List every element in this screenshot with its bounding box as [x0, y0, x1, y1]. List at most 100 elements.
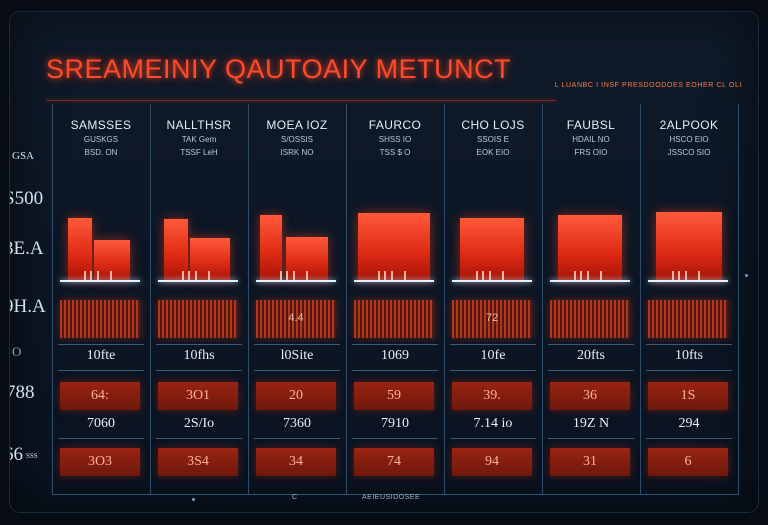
column-caption: EOK EIO: [476, 148, 510, 157]
plot-tick: [489, 271, 491, 280]
row-divider: [352, 344, 438, 345]
highlight-cell: 6: [648, 448, 728, 476]
highlight-cell: 1S: [648, 382, 728, 410]
highlight-cell: 20: [256, 382, 336, 410]
column-title: FAUBSL: [566, 118, 616, 132]
value-cell: 7060: [87, 416, 115, 431]
plot-bar: [358, 213, 430, 280]
plot-tick: [208, 271, 210, 280]
plot-tick: [306, 271, 308, 280]
highlight-cell: 36: [550, 382, 630, 410]
value-cell: 10fe: [480, 348, 506, 363]
row-divider: [254, 370, 340, 371]
row-divider: [58, 438, 144, 439]
row-divider: [450, 438, 536, 439]
plot-tick: [678, 271, 680, 280]
plot-tick: [195, 271, 197, 280]
plot-tick: [286, 271, 288, 280]
column-7: 2ALPOOK HSCO EIO JSSCO SIO 10fts 1S 294 6: [640, 104, 739, 494]
bar-plot: [256, 200, 336, 286]
column-6: FAUBSL HDAIL NO FRS OIO 20fts 36 19Z N 31: [542, 104, 641, 494]
plot-tick: [587, 271, 589, 280]
value-cell: 10fhs: [183, 348, 215, 363]
waveform-plot: [648, 300, 728, 338]
plot-tick: [90, 271, 92, 280]
column-caption: TSSF LeH: [180, 148, 218, 157]
row-divider: [450, 344, 536, 345]
row-divider: [450, 370, 536, 371]
bar-plot: [452, 200, 532, 286]
column-caption: TAK Gem: [181, 135, 217, 144]
plot-bar: [68, 218, 92, 280]
row-label-6: 66SSS: [10, 444, 38, 466]
highlight-cell: 31: [550, 448, 630, 476]
monitor-screen: SREAMEINIY QAUTOAIY METUNCT L LUANBC I I…: [10, 12, 758, 512]
highlight-cell: 74: [354, 448, 434, 476]
waveform-label: 4.4: [288, 312, 304, 324]
column-caption: JSSCO SIO: [667, 148, 711, 157]
bar-plot: [648, 200, 728, 286]
waveform-plot: [158, 300, 238, 338]
column-header: FAUBSL HDAIL NO FRS OIO: [542, 118, 640, 158]
plot-tick: [182, 271, 184, 280]
plot-bar: [164, 219, 188, 280]
page-subtitle: L LUANBC I INSF PRESDOODOES EOHER CL OLI: [554, 82, 742, 89]
highlight-cell: 94: [452, 448, 532, 476]
row-divider: [58, 370, 144, 371]
column-header: NALLTHSR TAK Gem TSSF LeH: [150, 118, 248, 158]
row-label-6-small: SSS: [26, 451, 38, 460]
row-divider: [156, 370, 242, 371]
column-title: CHO LOJS: [461, 118, 525, 132]
plot-baseline: [550, 280, 630, 282]
column-header: MOEA IOZ S/OSSIS ISRK NO: [248, 118, 346, 158]
plot-tick: [110, 271, 112, 280]
highlight-cell: 39.: [452, 382, 532, 410]
row-label-6-text: 66: [10, 444, 23, 465]
edge-indicator-dot: [745, 274, 748, 277]
row-divider: [548, 344, 634, 345]
plot-tick: [476, 271, 478, 280]
waveform-label: 72: [485, 312, 499, 324]
row-divider: [548, 370, 634, 371]
plot-tick: [482, 271, 484, 280]
row-divider: [352, 438, 438, 439]
plot-bar: [656, 212, 722, 280]
row-divider: [646, 344, 732, 345]
plot-tick: [188, 271, 190, 280]
column-title: FAURCO: [368, 118, 422, 132]
value-cell: 10fte: [86, 348, 116, 363]
column-caption: SHSS IO: [378, 135, 412, 144]
row-divider: [646, 438, 732, 439]
row-divider: [58, 344, 144, 345]
row-label-3: 9H.A: [10, 296, 46, 317]
plot-tick: [685, 271, 687, 280]
waveform-plot: 4.4: [256, 300, 336, 338]
plot-bar: [460, 218, 524, 280]
plot-bar: [94, 240, 130, 280]
column-title: MOEA IOZ: [266, 118, 328, 132]
plot-tick: [502, 271, 504, 280]
column-caption: GUSKGS: [83, 135, 119, 144]
row-divider: [646, 370, 732, 371]
plot-tick: [580, 271, 582, 280]
row-label-0: GSA: [12, 150, 35, 162]
bar-plot: [158, 200, 238, 286]
plot-baseline: [648, 280, 728, 282]
footer-label: AEIEUSIDOSEE: [362, 494, 421, 501]
column-title: 2ALPOOK: [659, 118, 719, 132]
value-cell: 2S/Io: [183, 416, 215, 431]
plot-baseline: [158, 280, 238, 282]
bar-plot: [550, 200, 630, 286]
row-divider: [352, 370, 438, 371]
waveform-plot: 72: [452, 300, 532, 338]
highlight-cell: 3O1: [158, 382, 238, 410]
highlight-cell: 59: [354, 382, 434, 410]
waveform-plot: [60, 300, 140, 338]
grid-frame: [52, 104, 739, 495]
plot-tick: [391, 271, 393, 280]
column-caption: HSCO EIO: [669, 135, 709, 144]
plot-tick: [698, 271, 700, 280]
plot-baseline: [452, 280, 532, 282]
column-5: CHO LOJS SSOIS E EOK EIO 72 10fe 39. 7.14 io 94: [444, 104, 543, 494]
row-label-1: S500: [10, 188, 44, 209]
